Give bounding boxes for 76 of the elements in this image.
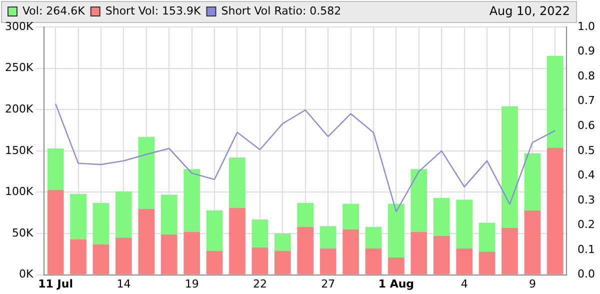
bar xyxy=(138,208,155,274)
bar xyxy=(365,248,382,274)
bar xyxy=(92,202,110,244)
bar xyxy=(160,234,178,274)
bar xyxy=(138,136,155,209)
bar xyxy=(47,190,64,274)
y2-tick-label: 0.0 xyxy=(578,268,596,281)
bar xyxy=(433,198,450,236)
x-tick-label: 14 xyxy=(116,277,131,290)
bar xyxy=(184,232,200,274)
bar xyxy=(184,169,200,232)
x-tick-label: 19 xyxy=(184,277,199,290)
bar xyxy=(116,191,132,238)
legend-label: Short Vol: 153.9K xyxy=(105,4,202,18)
y-tick-label: 150K xyxy=(4,144,34,157)
bar xyxy=(252,248,268,274)
x-tick-label: 1 Aug xyxy=(378,277,414,290)
bar xyxy=(252,219,268,248)
y-tick-label: 50K xyxy=(12,226,34,240)
bar xyxy=(320,248,336,274)
y2-tick-label: 0.1 xyxy=(578,242,596,256)
y-tick-label: 200K xyxy=(4,102,34,116)
bar xyxy=(47,148,64,190)
x-tick-label: 27 xyxy=(321,277,336,290)
bar xyxy=(546,148,564,274)
bar xyxy=(342,229,359,274)
bar xyxy=(297,202,314,227)
x-tick-label: 4 xyxy=(460,277,468,290)
y2-tick-label: 0.6 xyxy=(578,118,596,132)
y-tick-label: 250K xyxy=(4,61,34,74)
y2-tick-label: 0.9 xyxy=(578,44,596,58)
x-tick-label: 22 xyxy=(252,277,267,290)
bar xyxy=(274,234,291,251)
y2-tick-label: 0.4 xyxy=(578,168,596,182)
y2-tick-label: 0.2 xyxy=(578,218,596,232)
bar xyxy=(160,194,178,234)
bar xyxy=(320,226,336,248)
bar xyxy=(70,239,86,274)
bar xyxy=(274,250,291,274)
bar xyxy=(524,210,541,274)
y2-tick-label: 0.3 xyxy=(578,193,596,206)
bar xyxy=(456,248,472,274)
bar xyxy=(478,252,496,274)
bar xyxy=(433,236,450,274)
bar xyxy=(229,208,246,274)
bar xyxy=(410,169,428,232)
y2-tick-label: 0.8 xyxy=(578,69,596,82)
bar xyxy=(342,204,359,230)
text: Aug 10, 2022 xyxy=(489,4,570,18)
y2-tick-label: 0.7 xyxy=(578,94,596,108)
legend-label: Short Vol Ratio: 0.582 xyxy=(221,4,342,18)
y-tick-label: 100K xyxy=(4,185,34,198)
bar xyxy=(478,222,496,252)
bar xyxy=(206,210,223,251)
bar xyxy=(524,153,541,210)
bar xyxy=(365,226,382,248)
y2-tick-label: 1.0 xyxy=(578,20,596,33)
bar xyxy=(456,200,472,248)
y-tick-label: 0K xyxy=(18,268,34,281)
bar xyxy=(116,238,132,274)
bar xyxy=(70,194,86,240)
bar xyxy=(388,204,404,258)
bar xyxy=(410,232,428,274)
y2-tick-label: 0.5 xyxy=(578,144,596,157)
bar xyxy=(92,244,110,274)
bar xyxy=(502,106,518,228)
bar xyxy=(297,226,314,274)
x-tick-label: 9 xyxy=(528,277,536,290)
bar xyxy=(502,228,518,274)
bar xyxy=(229,158,246,208)
legend-label: Vol: 264.6K xyxy=(22,4,86,18)
bar xyxy=(388,257,404,274)
y-tick-label: 300K xyxy=(4,20,34,33)
x-tick-label: 11 Jul xyxy=(38,277,73,290)
bar xyxy=(546,56,564,148)
bar xyxy=(206,250,223,274)
